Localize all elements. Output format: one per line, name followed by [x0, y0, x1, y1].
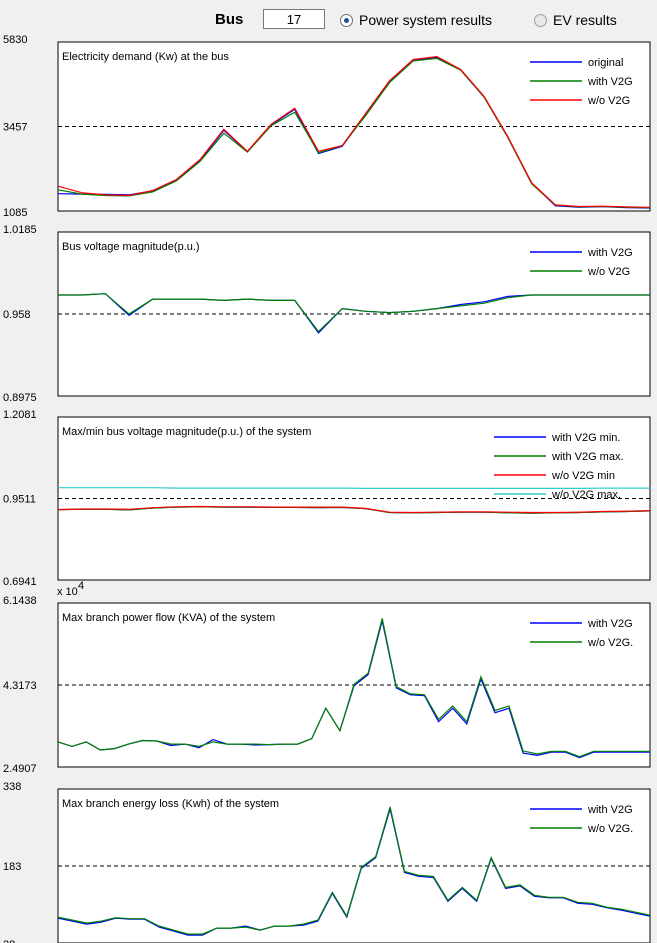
bus-label: Bus	[215, 11, 244, 28]
radio-unselected-icon	[534, 13, 547, 27]
legend-label: with V2G	[587, 618, 633, 630]
y-tick-label: 0.9511	[3, 494, 36, 506]
y-tick-label: 5830	[3, 34, 27, 46]
legend-label: with V2G	[587, 76, 633, 88]
legend-label: w/o V2G	[587, 95, 630, 107]
legend-label: original	[588, 57, 623, 69]
series-line	[57, 618, 650, 758]
power-system-results-label: Power system results	[359, 12, 493, 28]
legend-label: w/o V2G	[587, 266, 630, 278]
ev-results-label: EV results	[553, 12, 617, 28]
chart-title: Electricity demand (Kw) at the bus	[62, 51, 229, 63]
chart-title: Bus voltage magnitude(p.u.)	[62, 241, 200, 253]
chart-panel-5: 338 183 28 Max branch energy loss (Kwh) of …	[3, 781, 651, 943]
chart-panel-2: 1.0185 0.958 0.8975 Bus voltage magnitude(p…	[3, 224, 651, 404]
y-tick-label: 338	[3, 781, 21, 793]
series-line	[58, 487, 650, 489]
y-tick-label: 1.2081	[3, 409, 37, 421]
y-tick-label: 0.6941	[3, 576, 37, 588]
chart-panel-3: 1.2081 0.9511 0.6941 Max/min bus voltage ma…	[3, 409, 651, 588]
legend-label: with V2G	[587, 804, 633, 816]
y-tick-label: 2.4907	[3, 763, 37, 775]
y-tick-label: 4.3173	[3, 680, 37, 692]
y-tick-label: 28	[3, 939, 15, 943]
chart-title: Max branch energy loss (Kwh) of the syst…	[62, 798, 279, 810]
exponent-label: x 10	[57, 586, 78, 598]
chart-panel-4: 6.1438 4.3173 2.4907 x 10 4 Max branch power …	[3, 580, 651, 775]
y-tick-label: 183	[3, 861, 21, 873]
legend-label: with V2G max.	[551, 451, 624, 463]
bus-number-input[interactable]: 17	[263, 9, 325, 29]
chart-panel-1: 5830 3457 1085 Electricity demand (Kw) at t…	[3, 34, 651, 219]
legend-label: with V2G min.	[551, 432, 620, 444]
chart-title: Max/min bus voltage magnitude(p.u.) of t…	[62, 426, 311, 438]
y-tick-label: 1085	[3, 207, 27, 219]
legend-label: w/o V2G.	[587, 637, 633, 649]
results-toolbar: Bus 17 Power system results EV results	[0, 0, 657, 38]
legend-label: w/o V2G max.	[551, 489, 621, 501]
y-tick-label: 3457	[3, 122, 27, 134]
series-line	[58, 293, 650, 333]
power-system-results-radio[interactable]: Power system results	[340, 12, 492, 28]
y-tick-label: 0.958	[3, 309, 31, 321]
series-line	[57, 55, 651, 208]
y-tick-label: 0.8975	[3, 392, 37, 404]
legend-label: w/o V2G.	[587, 823, 633, 835]
exponent-superscript: 4	[78, 580, 84, 592]
series-line	[57, 505, 651, 514]
legend-label: w/o V2G min	[551, 470, 615, 482]
legend-label: with V2G	[587, 247, 633, 259]
chart-title: Max branch power flow (KVA) of the syste…	[62, 612, 275, 624]
ev-results-radio[interactable]: EV results	[534, 12, 617, 28]
radio-selected-icon	[340, 13, 353, 27]
series-line	[57, 806, 651, 935]
y-tick-label: 6.1438	[3, 595, 37, 607]
y-tick-label: 1.0185	[3, 224, 37, 236]
